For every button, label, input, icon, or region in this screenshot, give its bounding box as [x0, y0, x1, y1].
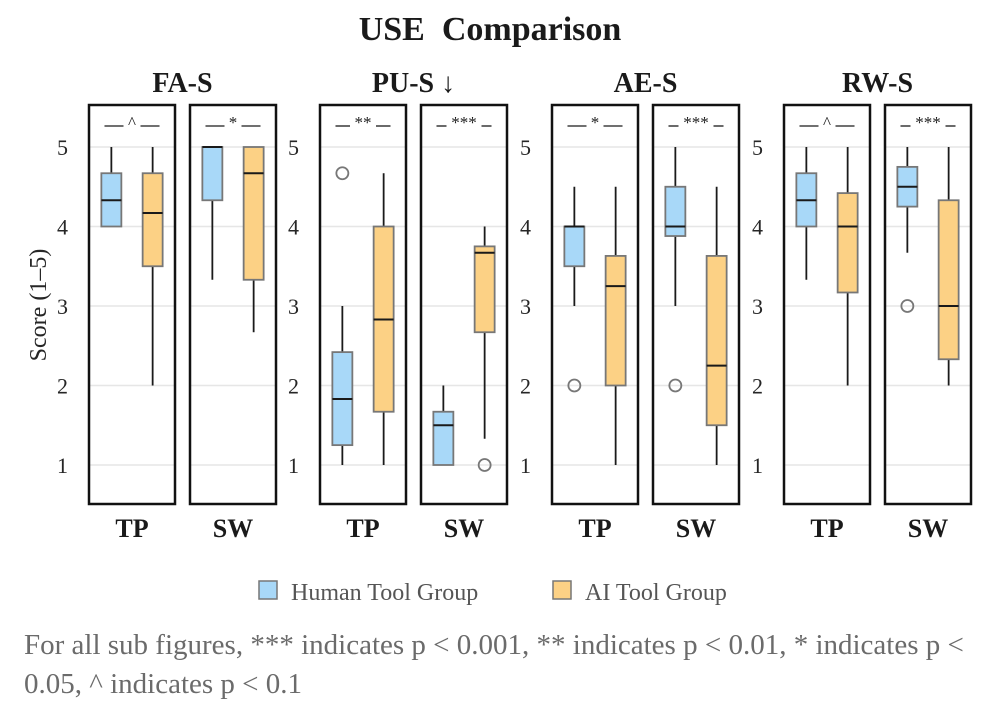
ai-box: [937, 199, 960, 361]
human-box: [201, 146, 224, 202]
panel-title: FA-S: [152, 68, 212, 99]
y-tick-label: 2: [752, 374, 763, 399]
legend-swatch-ai: [552, 580, 572, 600]
panel-2: PU-S ↓ 1 2 3 4 5 ** TP *** SW: [288, 68, 509, 543]
significance-label: ***: [915, 113, 941, 132]
subplot-frame: [651, 103, 741, 506]
x-category-label: SW: [444, 514, 484, 543]
y-tick-label: 4: [288, 215, 299, 240]
use-comparison-chart: USE Comparison Score (1–5) FA-S12345^TP*…: [26, 11, 973, 606]
subplot-tp: ^ TP: [87, 103, 177, 543]
human-outlier-point: [668, 378, 683, 393]
y-tick-label: 4: [752, 215, 763, 240]
y-tick-label: 5: [752, 135, 763, 160]
y-tick-label: 1: [752, 453, 763, 478]
panel-4: RW-S 1 2 3 4 5 ^ TP *** SW: [752, 68, 973, 543]
significance-label: **: [355, 113, 372, 132]
human-outlier-point: [900, 299, 915, 313]
y-tick-label: 3: [752, 294, 763, 319]
significance-label: ***: [451, 113, 477, 132]
subplot-tp: ** TP: [318, 103, 408, 543]
x-category-label: TP: [346, 514, 379, 543]
subplot-frame: [550, 103, 640, 506]
panels: FA-S 1 2 3 4 5 ^ TP * SW PU-S ↓ 1 2 3 4 5 ** TP *** SW AE-S 1…: [57, 68, 973, 543]
x-category-label: TP: [578, 514, 611, 543]
y-tick-label: 5: [57, 135, 68, 160]
ai-box: [705, 255, 728, 427]
y-tick-label: 1: [520, 453, 531, 478]
y-tick-label: 1: [288, 453, 299, 478]
x-category-label: TP: [115, 514, 148, 543]
chart-title: USE Comparison: [359, 11, 622, 48]
legend: Human Tool Group AI Tool Group: [258, 580, 727, 606]
subplot-frame: [883, 103, 973, 506]
y-tick-label: 5: [288, 135, 299, 160]
ai-box: [141, 172, 164, 268]
significance-label: *: [229, 113, 238, 132]
significance-label: ^: [128, 113, 136, 132]
y-axis-label: Score (1–5): [26, 249, 52, 362]
human-outlier-point: [335, 166, 350, 181]
subplot-frame: [87, 103, 177, 506]
y-tick-label: 5: [520, 135, 531, 160]
x-category-label: SW: [676, 514, 716, 543]
subplot-frame: [318, 103, 408, 506]
subplot-frame: [188, 103, 278, 506]
human-outlier-point: [567, 378, 582, 393]
subplot-tp: ^ TP: [782, 103, 872, 543]
panel-1: FA-S 1 2 3 4 5 ^ TP * SW: [57, 68, 278, 543]
y-tick-label: 3: [288, 294, 299, 319]
y-tick-label: 3: [57, 294, 68, 319]
panel-title: AE-S: [614, 68, 678, 99]
subplot-frame: [782, 103, 872, 506]
ai-box: [836, 192, 859, 294]
y-tick-label: 2: [57, 374, 68, 399]
subplot-tp: * TP: [550, 103, 640, 543]
subplot-frame: [419, 103, 509, 506]
subplot-sw: *** SW: [883, 103, 973, 543]
panel-title: PU-S ↓: [372, 68, 455, 99]
significance-label: ***: [683, 113, 709, 132]
footnote: For all sub figures, *** indicates p < 0…: [24, 629, 964, 700]
significance-label: ^: [823, 113, 831, 132]
x-category-label: SW: [908, 514, 948, 543]
y-tick-label: 3: [520, 294, 531, 319]
y-tick-label: 4: [520, 215, 531, 240]
y-tick-label: 4: [57, 215, 68, 240]
x-category-label: SW: [213, 514, 253, 543]
panel-title: RW-S: [842, 68, 913, 99]
human-box: [563, 225, 586, 268]
legend-label-human: Human Tool Group: [291, 580, 478, 606]
significance-label: *: [591, 113, 600, 132]
y-tick-label: 2: [288, 374, 299, 399]
ai-box: [242, 146, 265, 281]
panel-3: AE-S 1 2 3 4 5 * TP *** SW: [520, 68, 741, 543]
legend-swatch-human: [258, 580, 278, 600]
ai-outlier-point: [477, 458, 492, 472]
ai-box: [604, 255, 627, 387]
x-category-label: TP: [810, 514, 843, 543]
subplot-sw: * SW: [188, 103, 278, 543]
y-tick-label: 1: [57, 453, 68, 478]
human-box: [432, 410, 455, 466]
subplot-sw: *** SW: [651, 103, 741, 543]
human-box: [664, 185, 687, 237]
y-tick-label: 2: [520, 374, 531, 399]
legend-label-ai: AI Tool Group: [585, 580, 727, 606]
ai-box: [473, 245, 496, 334]
subplot-sw: *** SW: [419, 103, 509, 543]
